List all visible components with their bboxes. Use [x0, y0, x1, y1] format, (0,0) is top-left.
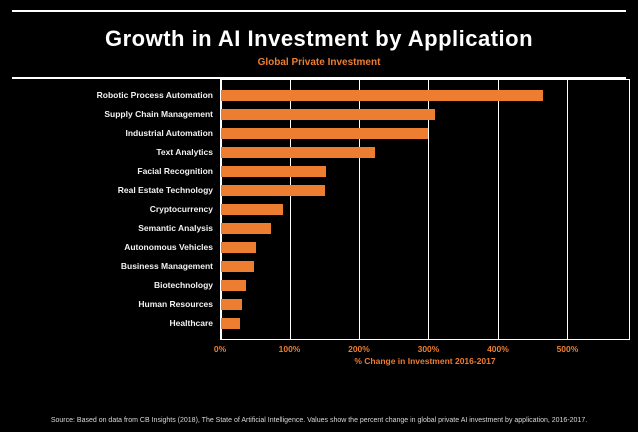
bar-row [221, 200, 629, 219]
category-label: Healthcare [169, 318, 213, 328]
bar-row [221, 181, 629, 200]
gridline [359, 80, 361, 339]
category-label: Cryptocurrency [149, 204, 213, 214]
category-label: Facial Recognition [137, 166, 213, 176]
bar [221, 280, 246, 291]
x-tick-label: 300% [417, 344, 440, 354]
bar-row [221, 314, 629, 333]
gridline [497, 80, 499, 339]
bar-row [221, 276, 629, 295]
bar [221, 299, 243, 310]
bar-row [221, 162, 629, 181]
x-tick-label: 400% [487, 344, 509, 354]
category-label: Business Management [120, 261, 213, 271]
bar [221, 166, 327, 177]
source-note: Source: Based on data from CB Insights (… [50, 417, 588, 424]
category-label: Real Estate Technology [117, 185, 213, 195]
bar [221, 90, 544, 101]
bar-row [221, 143, 629, 162]
bar-row [221, 86, 629, 105]
header-rule [12, 77, 626, 79]
chart-title: Growth in AI Investment by Application [104, 26, 534, 51]
bar [221, 128, 429, 139]
bar-row [221, 219, 629, 238]
bar [221, 109, 436, 120]
chart-header: Growth in AI Investment by Application G… [0, 0, 638, 79]
bar-row [221, 238, 629, 257]
bar [221, 261, 254, 272]
category-label: Autonomous Vehicles [124, 242, 213, 252]
category-label: Supply Chain Management [104, 109, 213, 119]
bar-row [221, 295, 629, 314]
category-label: Text Analytics [156, 147, 213, 157]
bar [221, 204, 284, 215]
top-rule [12, 10, 626, 12]
category-label: Biotechnology [153, 280, 213, 290]
x-tick-label: 0% [213, 344, 227, 354]
category-label: Robotic Process Automation [96, 90, 213, 100]
bar [221, 318, 241, 329]
chart-subtitle: Global Private Investment [257, 57, 381, 68]
bar [221, 147, 375, 158]
bar-row [221, 257, 629, 276]
bar [221, 185, 325, 196]
category-labels: Robotic Process Automation Supply Chain M… [0, 79, 220, 340]
bar-row [221, 124, 629, 143]
x-axis-spacer [0, 340, 220, 356]
category-label: Semantic Analysis [138, 223, 213, 233]
x-tick-label: 100% [278, 344, 301, 354]
bar [221, 223, 271, 234]
x-axis-label: % Change in Investment 2016-2017 [354, 356, 496, 366]
x-tick-label: 200% [348, 344, 370, 354]
x-axis: 0% 100% 200% 300% 400% 500% [0, 340, 630, 356]
x-tick-label: 500% [556, 344, 579, 354]
plot-area [220, 79, 630, 340]
category-label: Human Resources [138, 299, 213, 309]
bar-chart: Robotic Process Automation Supply Chain M… [0, 79, 630, 340]
category-label: Industrial Automation [125, 128, 213, 138]
bar [221, 242, 256, 253]
gridline [428, 80, 430, 339]
gridline [566, 80, 568, 339]
gridline [290, 80, 292, 339]
x-axis-ticks: 0% 100% 200% 300% 400% 500% [214, 340, 630, 356]
bar-row [221, 105, 629, 124]
